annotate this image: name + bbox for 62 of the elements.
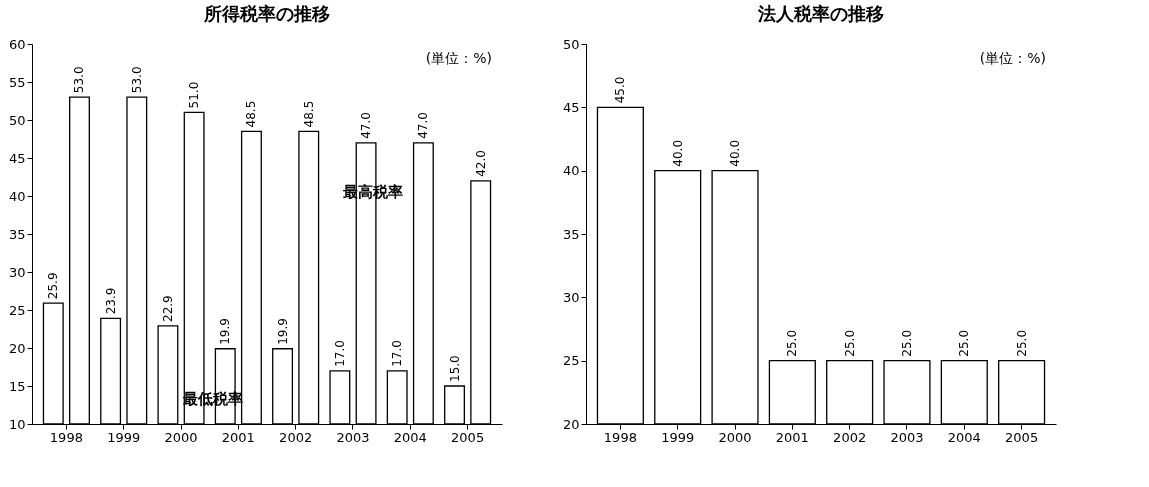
- y-tick-label: 50: [8, 112, 26, 128]
- data-label: 25.0: [899, 329, 914, 357]
- y-tick-label: 20: [8, 340, 26, 356]
- data-label: 47.0: [359, 112, 374, 139]
- x-tick-label: 2001: [221, 429, 255, 445]
- data-label: 17.0: [390, 340, 405, 367]
- y-tick-label: 60: [8, 36, 26, 52]
- y-tick-label: 25: [562, 353, 580, 369]
- data-label: 23.9: [103, 287, 118, 315]
- chart-title: 法人税率の推移: [757, 3, 884, 24]
- x-tick-label: 2005: [1005, 429, 1039, 445]
- data-label: 15.0: [447, 355, 462, 382]
- x-tick-label: 2000: [718, 429, 752, 445]
- x-tick-label: 2000: [164, 429, 198, 445]
- annotation: (単位：%): [979, 50, 1046, 66]
- data-label: 17.0: [332, 340, 347, 367]
- y-tick-label: 30: [562, 289, 580, 305]
- y-tick-label: 35: [8, 226, 26, 242]
- data-label: 25.0: [785, 329, 800, 357]
- y-tick-label: 25: [8, 302, 26, 318]
- y-tick-label: 45: [562, 99, 580, 115]
- data-label: 45.0: [613, 76, 628, 104]
- x-tick-label: 1999: [661, 429, 695, 445]
- x-tick-label: 1999: [107, 429, 141, 445]
- data-label: 53.0: [72, 66, 87, 94]
- data-label: 40.0: [670, 139, 685, 167]
- y-tick-label: 40: [8, 188, 26, 204]
- x-tick-label: 2003: [336, 429, 370, 445]
- data-label: 48.5: [301, 100, 316, 128]
- y-tick-label: 35: [562, 226, 580, 242]
- data-label: 53.0: [129, 66, 144, 94]
- data-label: 47.0: [416, 112, 431, 139]
- y-tick-label: 40: [562, 163, 580, 179]
- y-tick-label: 55: [8, 74, 26, 90]
- data-label: 48.5: [244, 100, 259, 128]
- data-label: 25.9: [46, 272, 61, 300]
- data-label: 51.0: [187, 81, 202, 109]
- data-label: 25.0: [842, 329, 857, 357]
- x-tick-label: 1998: [603, 429, 637, 445]
- data-label: 40.0: [728, 139, 743, 167]
- y-tick-label: 30: [8, 264, 26, 280]
- data-label: 25.0: [1014, 329, 1029, 357]
- x-tick-label: 2003: [890, 429, 924, 445]
- x-tick-label: 2005: [451, 429, 485, 445]
- x-tick-label: 2001: [775, 429, 809, 445]
- y-tick-label: 20: [562, 416, 580, 432]
- data-label: 25.0: [957, 329, 972, 357]
- x-tick-label: 1998: [49, 429, 83, 445]
- data-label: 22.9: [160, 295, 175, 322]
- data-label: 19.9: [218, 318, 233, 345]
- y-tick-label: 10: [8, 416, 26, 432]
- data-label: 42.0: [473, 150, 488, 177]
- x-tick-label: 2004: [393, 429, 427, 445]
- x-tick-label: 2002: [279, 429, 313, 445]
- y-tick-label: 50: [562, 36, 580, 52]
- x-tick-label: 2004: [947, 429, 981, 445]
- x-tick-label: 2002: [833, 429, 867, 445]
- annotation: (単位：%): [425, 50, 492, 66]
- chart-title: 所得税率の推移: [203, 3, 330, 24]
- data-label: 19.9: [275, 318, 290, 345]
- y-tick-label: 45: [8, 150, 26, 166]
- y-tick-label: 15: [8, 378, 26, 394]
